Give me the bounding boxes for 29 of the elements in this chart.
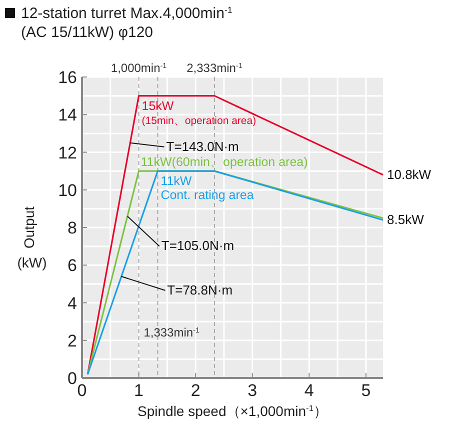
y-tick-label: 4	[68, 294, 77, 313]
y-tick-label: 8	[68, 218, 77, 238]
annotation: T=105.0N·m	[161, 238, 234, 254]
annotation: T=78.8N·m	[167, 282, 233, 298]
y-axis-title: Output (kW)	[17, 206, 47, 270]
chart-title: 12-station turret Max.4,000min$^{-1}$	[21, 5, 232, 22]
x-tick-label: 2	[190, 381, 200, 400]
series-label: 11kW Cont. rating area	[160, 174, 254, 202]
series-label: 11kW(60min、operation area)	[140, 155, 308, 170]
annotation: 10.8kW	[387, 166, 432, 182]
y-tick-label: 2	[68, 331, 77, 350]
x-tick-label: 1	[134, 381, 144, 400]
y-tick-label: 6	[68, 256, 77, 276]
annotation: 8.5kW	[387, 212, 425, 228]
x-tick-label: 5	[361, 381, 371, 400]
y-tick-label: 0	[68, 369, 77, 388]
chart-subtitle: (AC 15/11kW) φ120	[21, 24, 153, 41]
series-label: 15kW (15min、operation area)	[142, 98, 256, 127]
ref-line-label: 1,333min$^{-1}$	[144, 325, 200, 340]
ref-line-label: 1,000min$^{-1}$	[110, 60, 167, 75]
x-tick-label: 4	[304, 381, 314, 400]
annotation: T=143.0N·m	[166, 138, 239, 154]
y-tick-label: 16	[58, 68, 77, 87]
ref-line-label: 2,333min$^{-1}$	[186, 60, 242, 75]
x-axis-title: Spindle speed（×1,000min$^{-1}$）	[138, 403, 328, 419]
y-tick-label: 14	[58, 106, 77, 125]
y-tick-label: 10	[58, 180, 77, 200]
x-tick-label: 3	[248, 381, 258, 400]
y-tick-label: 12	[58, 143, 77, 162]
